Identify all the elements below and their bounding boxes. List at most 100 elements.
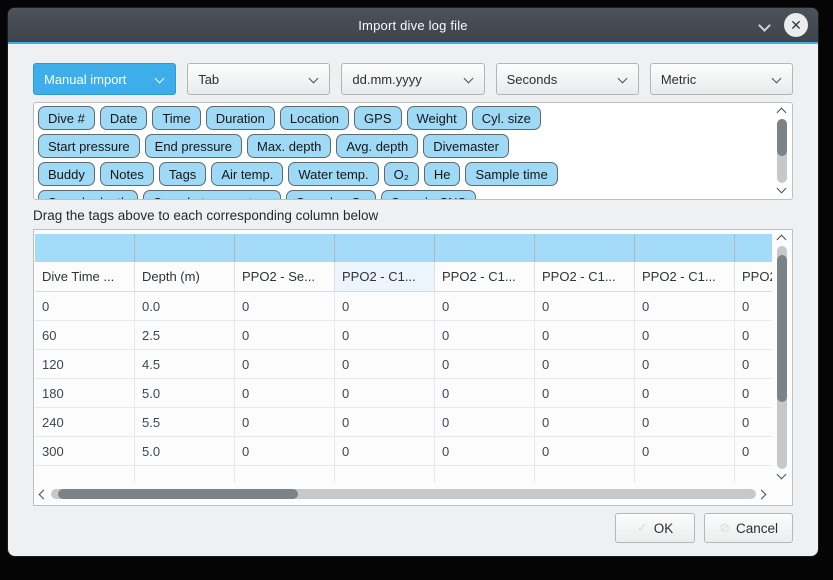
table-cell: 0 — [535, 350, 635, 379]
scroll-down-icon[interactable] — [777, 471, 786, 483]
combo-manual-import[interactable]: Manual import — [33, 63, 177, 95]
tag-weight[interactable]: Weight — [406, 106, 467, 130]
table-cell: 0 — [235, 408, 335, 437]
table-hscroll-track[interactable] — [51, 489, 756, 499]
table-cell: 0 — [335, 379, 435, 408]
tag-start-pressure[interactable]: Start pressure — [38, 134, 140, 158]
column-header[interactable]: PPO2 - C1... — [535, 262, 635, 292]
table-row: 300 5.0 0 0 0 0 0 0 — [35, 437, 772, 466]
tag-sample-time[interactable]: Sample time — [465, 162, 558, 186]
chevron-down-icon — [619, 75, 628, 84]
chevron-down-icon — [156, 75, 165, 84]
table-row-partial — [35, 466, 772, 483]
table-cell: 0 — [635, 408, 735, 437]
table-cell: 0 — [535, 408, 635, 437]
import-dialog-window: Import dive log file ✕ Manual import Tab d… — [8, 8, 818, 556]
tags-vertical-scrollbar[interactable] — [773, 105, 790, 197]
close-button[interactable]: ✕ — [784, 13, 808, 37]
tag-sample-po-[interactable]: Sample pO₂ — [286, 190, 377, 199]
table-cell: 0 — [435, 437, 535, 466]
table-scroll-thumb[interactable] — [776, 254, 787, 403]
tag-gps[interactable]: GPS — [354, 106, 402, 130]
tag-he[interactable]: He — [423, 162, 461, 186]
column-header[interactable]: Dive Time ... — [35, 262, 135, 292]
combo-dd-mm-yyyy[interactable]: dd.mm.yyyy — [341, 63, 485, 95]
tag-row: Dive # Date Time Duration Location GPS Weight C… — [38, 106, 768, 130]
tag-o-[interactable]: O₂ — [383, 162, 419, 186]
table-scroll-track[interactable] — [776, 246, 787, 469]
table-cell: 5.5 — [135, 408, 235, 437]
column-header[interactable]: Depth (m) — [135, 262, 235, 292]
scroll-up-icon[interactable] — [777, 105, 786, 117]
table-cell: 0 — [635, 379, 735, 408]
tag-air-temp-[interactable]: Air temp. — [211, 162, 284, 186]
tag-duration[interactable]: Duration — [205, 106, 275, 130]
scroll-right-icon[interactable] — [758, 490, 771, 499]
drop-target-cell[interactable] — [235, 234, 335, 262]
table-hscroll-thumb[interactable] — [58, 489, 298, 499]
tag-max-depth[interactable]: Max. depth — [246, 134, 332, 158]
tag-water-temp-[interactable]: Water temp. — [288, 162, 379, 186]
tags-scroll-thumb[interactable] — [776, 119, 787, 157]
scroll-left-icon[interactable] — [36, 490, 49, 499]
column-header[interactable]: PPO2 - C1... — [735, 262, 772, 292]
drop-target-cell[interactable] — [735, 234, 772, 262]
chevron-down-icon — [773, 75, 782, 84]
drop-target-cell[interactable] — [135, 234, 235, 262]
cancel-button[interactable]: ⊘ Cancel — [704, 513, 793, 543]
tag-tags[interactable]: Tags — [158, 162, 207, 186]
column-header[interactable]: PPO2 - Se... — [235, 262, 335, 292]
ok-button-label: OK — [653, 520, 674, 536]
table-cell: 300 — [35, 437, 135, 466]
table-cell — [135, 466, 235, 483]
titlebar[interactable]: Import dive log file ✕ — [8, 8, 818, 42]
tag-buddy[interactable]: Buddy — [38, 162, 95, 186]
tag-avg-depth[interactable]: Avg. depth — [336, 134, 419, 158]
combo-seconds[interactable]: Seconds — [495, 63, 639, 95]
drop-target-cell[interactable] — [635, 234, 735, 262]
tag-sample-cns[interactable]: Sample CNS — [381, 190, 477, 199]
tags-scroll-track[interactable] — [776, 119, 787, 183]
column-header[interactable]: PPO2 - C1... — [335, 262, 435, 292]
column-header[interactable]: PPO2 - C1... — [635, 262, 735, 292]
table-cell: 0 — [535, 321, 635, 350]
table-horizontal-scrollbar[interactable] — [36, 485, 771, 503]
chevron-down-icon[interactable] — [760, 20, 770, 30]
drop-target-row[interactable] — [35, 234, 772, 262]
scroll-up-icon[interactable] — [777, 232, 786, 244]
tag-location[interactable]: Location — [279, 106, 350, 130]
tag-end-pressure[interactable]: End pressure — [144, 134, 242, 158]
table-cell: 0 — [735, 379, 772, 408]
tag-sample-depth[interactable]: Sample depth — [38, 190, 139, 199]
column-header[interactable]: PPO2 - C1... — [435, 262, 535, 292]
tag-cyl-size[interactable]: Cyl. size — [471, 106, 541, 130]
combo-metric[interactable]: Metric — [649, 63, 794, 95]
dialog-button-row: ✓ OK ⊘ Cancel — [33, 513, 793, 543]
drop-target-cell[interactable] — [535, 234, 635, 262]
table-row: 0 0.0 0 0 0 0 0 0 — [35, 292, 772, 321]
tag-divemaster[interactable]: Divemaster — [423, 134, 509, 158]
tag-dive-[interactable]: Dive # — [38, 106, 95, 130]
drop-target-cell[interactable] — [435, 234, 535, 262]
tag-time[interactable]: Time — [152, 106, 201, 130]
table-cell: 0 — [735, 437, 772, 466]
tag-notes[interactable]: Notes — [99, 162, 154, 186]
chevron-down-icon — [310, 75, 319, 84]
drop-target-cell[interactable] — [335, 234, 435, 262]
ok-button[interactable]: ✓ OK — [615, 513, 696, 543]
table-cell: 0 — [735, 321, 772, 350]
import-options-row: Manual import Tab dd.mm.yyyy Seconds Metric — [33, 63, 794, 95]
table-vertical-scrollbar[interactable] — [773, 232, 790, 483]
combo-tab[interactable]: Tab — [187, 63, 331, 95]
tag-sample-temperature[interactable]: Sample temperature — [143, 190, 282, 199]
table-cell: 5.0 — [135, 379, 235, 408]
table-cell: 0 — [235, 350, 335, 379]
drop-target-cell[interactable] — [35, 234, 135, 262]
combo-selected-value: Seconds — [506, 71, 558, 87]
table-grid: Dive Time ... Depth (m) PPO2 - Se... PPO2 -… — [35, 234, 772, 483]
tag-date[interactable]: Date — [99, 106, 148, 130]
table-cell: 0 — [335, 408, 435, 437]
scroll-down-icon[interactable] — [777, 185, 786, 197]
table-cell: 4.5 — [135, 350, 235, 379]
